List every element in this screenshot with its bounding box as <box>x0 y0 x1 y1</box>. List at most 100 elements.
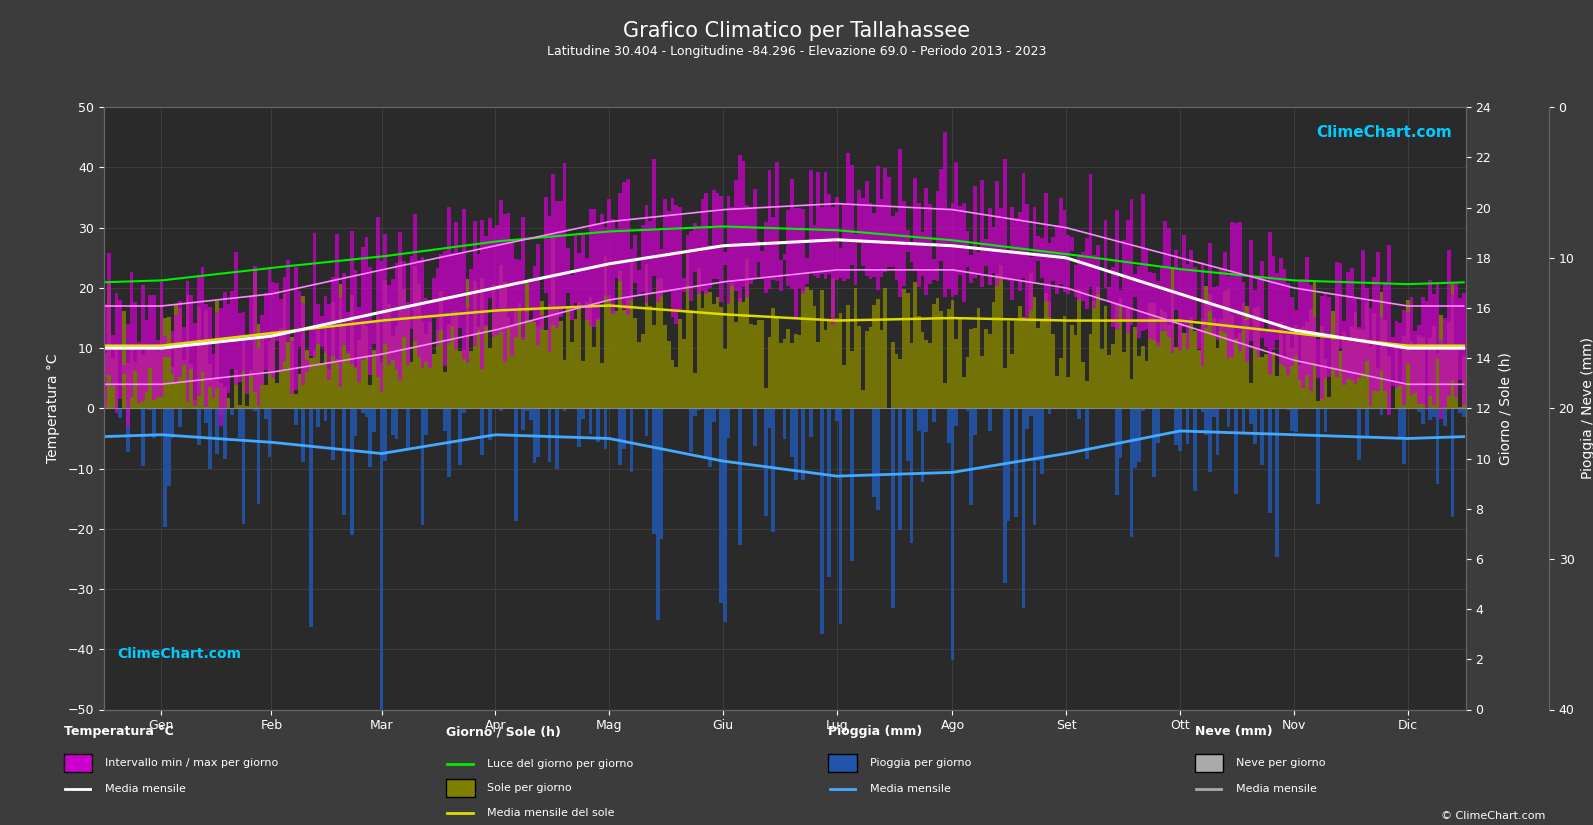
Bar <box>156 351 159 408</box>
Bar <box>951 408 954 661</box>
Bar <box>293 266 298 390</box>
Bar <box>1096 287 1099 408</box>
Bar <box>749 208 753 284</box>
Bar <box>335 359 339 408</box>
Bar <box>943 132 946 297</box>
Bar <box>652 325 656 408</box>
Bar <box>1107 356 1110 408</box>
Text: Intervallo min / max per giorno: Intervallo min / max per giorno <box>105 758 279 768</box>
Bar <box>331 302 335 408</box>
Bar <box>935 191 940 281</box>
Bar <box>1343 332 1346 408</box>
Bar <box>1268 408 1271 513</box>
Bar <box>406 302 409 365</box>
Bar <box>879 200 884 277</box>
Bar <box>1026 321 1029 408</box>
Bar <box>988 408 992 431</box>
Bar <box>562 408 566 411</box>
Bar <box>771 308 776 408</box>
Bar <box>1321 296 1324 398</box>
Bar <box>1152 272 1157 340</box>
Bar <box>1074 335 1077 408</box>
Text: Giorno / Sole (h): Giorno / Sole (h) <box>446 725 561 738</box>
Bar <box>895 212 898 280</box>
Bar <box>554 200 559 328</box>
Bar <box>193 323 198 406</box>
Bar <box>507 317 510 408</box>
Bar <box>1249 384 1252 408</box>
Bar <box>320 316 323 347</box>
Bar <box>876 408 879 510</box>
Bar <box>1354 312 1357 408</box>
Bar <box>123 311 126 408</box>
Bar <box>1268 233 1271 374</box>
Bar <box>373 408 376 432</box>
Bar <box>857 190 862 243</box>
Bar <box>1249 240 1252 342</box>
Bar <box>1059 357 1063 408</box>
Bar <box>1160 266 1163 331</box>
Bar <box>1316 402 1321 408</box>
Bar <box>1149 272 1152 339</box>
Bar <box>379 261 384 392</box>
Bar <box>1276 408 1279 557</box>
Bar <box>170 367 175 408</box>
Bar <box>454 222 459 350</box>
Bar <box>873 213 876 277</box>
Text: Latitudine 30.404 - Longitudine -84.296 - Elevazione 69.0 - Periodo 2013 - 2023: Latitudine 30.404 - Longitudine -84.296 … <box>546 45 1047 59</box>
Bar <box>443 371 448 408</box>
Bar <box>1093 256 1096 309</box>
Bar <box>1063 316 1066 408</box>
Bar <box>209 408 212 469</box>
Bar <box>526 283 529 408</box>
Bar <box>593 346 596 408</box>
Bar <box>704 408 707 459</box>
Bar <box>849 408 854 561</box>
Bar <box>876 166 879 290</box>
Bar <box>223 408 226 459</box>
Bar <box>212 354 215 398</box>
Bar <box>145 320 148 392</box>
Bar <box>1399 323 1402 386</box>
Bar <box>1066 235 1070 294</box>
Bar <box>566 248 570 293</box>
Bar <box>1063 210 1066 292</box>
Bar <box>652 158 656 276</box>
Bar <box>865 181 868 276</box>
Bar <box>1324 408 1327 431</box>
Bar <box>454 311 459 408</box>
Bar <box>256 323 260 408</box>
Bar <box>443 408 448 431</box>
Bar <box>323 296 328 353</box>
Bar <box>929 343 932 408</box>
Bar <box>507 213 510 326</box>
Bar <box>387 285 390 365</box>
Bar <box>1391 337 1394 386</box>
Bar <box>134 302 137 371</box>
Bar <box>720 196 723 302</box>
Bar <box>626 296 629 408</box>
Bar <box>237 408 242 438</box>
Bar <box>256 408 260 504</box>
Bar <box>309 327 312 356</box>
Bar <box>215 312 220 388</box>
Bar <box>832 207 835 325</box>
Bar <box>1432 326 1435 408</box>
Bar <box>1241 281 1246 330</box>
Text: Sole per giorno: Sole per giorno <box>487 783 572 793</box>
Bar <box>685 253 690 408</box>
Bar <box>495 311 499 408</box>
Bar <box>373 321 376 344</box>
Text: Luce del giorno per giorno: Luce del giorno per giorno <box>487 759 634 769</box>
Bar <box>1021 172 1026 278</box>
Bar <box>204 310 209 408</box>
Bar <box>304 360 309 372</box>
Bar <box>589 408 593 434</box>
Bar <box>379 408 384 755</box>
Bar <box>1040 238 1043 277</box>
Bar <box>390 280 395 360</box>
Bar <box>395 326 398 408</box>
Bar <box>679 319 682 408</box>
Bar <box>137 342 140 403</box>
Text: ClimeChart.com: ClimeChart.com <box>118 648 241 662</box>
